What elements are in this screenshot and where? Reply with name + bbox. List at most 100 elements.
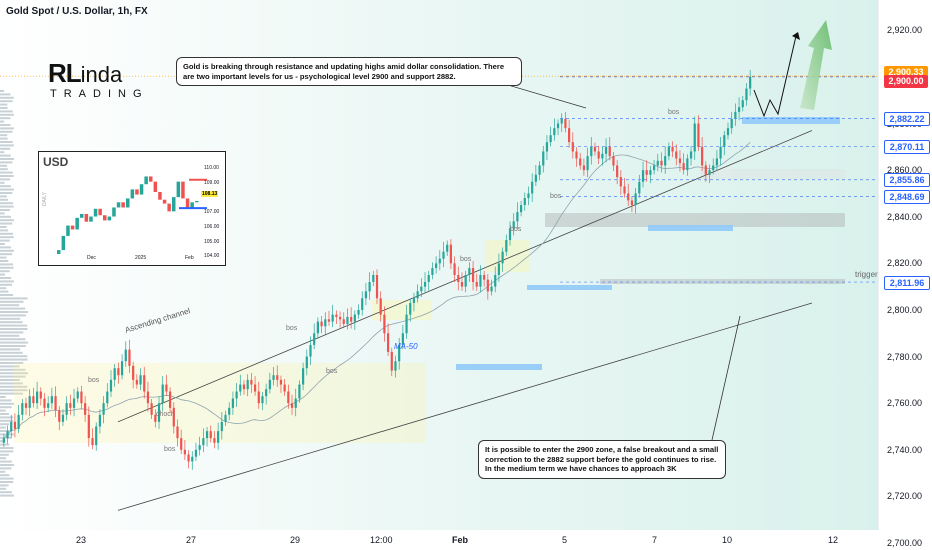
choch-label: choch xyxy=(156,411,175,418)
candle-body xyxy=(593,146,597,152)
x-tick-label: 12 xyxy=(828,535,839,545)
candle-body xyxy=(675,151,678,159)
candle-body xyxy=(523,198,526,206)
candle-body xyxy=(475,281,478,287)
volume-profile-bar xyxy=(0,263,14,266)
volume-profile-bar xyxy=(0,416,14,419)
candle-body xyxy=(560,118,563,124)
x-tick-label: 23 xyxy=(76,535,87,545)
candle-body xyxy=(228,407,231,415)
inset-x-tick: Feb xyxy=(185,255,194,261)
volume-profile-bar xyxy=(0,124,11,126)
inset-candle xyxy=(176,181,181,198)
volume-profile-bar xyxy=(0,171,13,174)
candle-body xyxy=(638,181,641,194)
candle-body xyxy=(671,146,674,152)
candle-body xyxy=(327,319,331,322)
candle-body xyxy=(689,151,693,159)
candle-body xyxy=(460,281,464,287)
candle-body xyxy=(508,228,512,241)
candle-body xyxy=(749,76,752,89)
candle-body xyxy=(386,333,390,352)
candle-body xyxy=(28,396,31,408)
y-tick-label: 2,760.00 xyxy=(887,398,923,409)
inset-y-tick: 104.00 xyxy=(204,253,220,259)
bos-label: bos xyxy=(326,368,338,375)
volume-profile-bar xyxy=(0,239,10,242)
volume-profile-bar xyxy=(0,345,26,347)
inset-candle xyxy=(103,215,107,221)
volume-profile-bar xyxy=(0,103,8,106)
volume-profile-bar xyxy=(0,321,23,324)
volume-profile-bar xyxy=(0,365,20,368)
x-tick-label: 10 xyxy=(722,535,733,545)
volume-profile-bar xyxy=(0,175,14,177)
volume-profile-bar xyxy=(0,164,8,167)
candle-body xyxy=(58,410,61,422)
candle-body xyxy=(457,275,460,282)
price-zone xyxy=(456,364,542,370)
y-tick-label: 2,700.00 xyxy=(887,538,923,548)
volume-profile-bar xyxy=(0,314,26,317)
bos-label: bos xyxy=(668,109,680,116)
volume-profile-bar xyxy=(0,464,14,466)
candle-body xyxy=(608,146,611,157)
candle-body xyxy=(390,351,393,371)
candle-body xyxy=(431,268,434,275)
volume-profile-bar xyxy=(0,470,6,473)
inset-y-tick: 105.00 xyxy=(204,239,220,245)
candle-body xyxy=(486,279,489,292)
volume-profile-bar xyxy=(0,246,12,249)
candle-body xyxy=(279,379,283,385)
candle-body xyxy=(65,403,68,415)
candle-body xyxy=(619,177,622,187)
candle-body xyxy=(612,156,615,166)
inset-candle xyxy=(158,191,162,200)
candle-body xyxy=(187,454,190,462)
candle-body xyxy=(239,384,242,392)
volume-profile-bar xyxy=(0,290,9,293)
y-tick-label: 2,780.00 xyxy=(887,351,923,362)
inset-candle xyxy=(190,202,194,208)
candle-body xyxy=(213,438,216,443)
candle-body xyxy=(261,396,264,404)
volume-profile-bar xyxy=(0,328,28,330)
candle-body xyxy=(449,244,452,264)
volume-profile-bar xyxy=(0,317,21,320)
candle-body xyxy=(708,170,711,175)
candle-body xyxy=(494,275,497,287)
candle-body xyxy=(353,314,356,322)
candle-body xyxy=(294,398,297,408)
volume-profile-bar xyxy=(0,491,12,494)
bos-label: bos xyxy=(510,226,522,233)
x-tick-label: 27 xyxy=(186,535,197,545)
volume-profile-bar xyxy=(0,300,24,303)
price-zone xyxy=(742,117,840,124)
volume-profile-bar xyxy=(0,243,5,245)
inset-x-tick: Dec xyxy=(87,255,96,261)
candle-body xyxy=(176,426,179,439)
volume-profile-bar xyxy=(0,147,11,150)
candle-body xyxy=(519,205,523,213)
inset-candle xyxy=(121,202,125,208)
callout-line xyxy=(497,81,587,109)
candle-body xyxy=(17,414,20,429)
volume-profile-bar xyxy=(0,379,20,381)
candle-body xyxy=(715,158,719,166)
candle-body xyxy=(664,156,667,166)
inset-candle xyxy=(98,208,102,216)
candle-body xyxy=(305,356,308,369)
inset-candle xyxy=(84,213,89,222)
candle-body xyxy=(202,438,205,446)
candle-body xyxy=(302,368,305,385)
candle-body xyxy=(368,281,371,292)
candle-body xyxy=(601,153,604,159)
y-tick-label: 2,840.00 xyxy=(887,211,923,222)
candle-body xyxy=(734,111,737,119)
candle-body xyxy=(645,170,648,175)
volume-profile-bar xyxy=(0,107,8,109)
volume-profile-bar xyxy=(0,256,7,259)
volume-profile-bar xyxy=(0,127,14,130)
volume-profile-bar xyxy=(0,307,26,310)
candle-body xyxy=(545,142,549,152)
